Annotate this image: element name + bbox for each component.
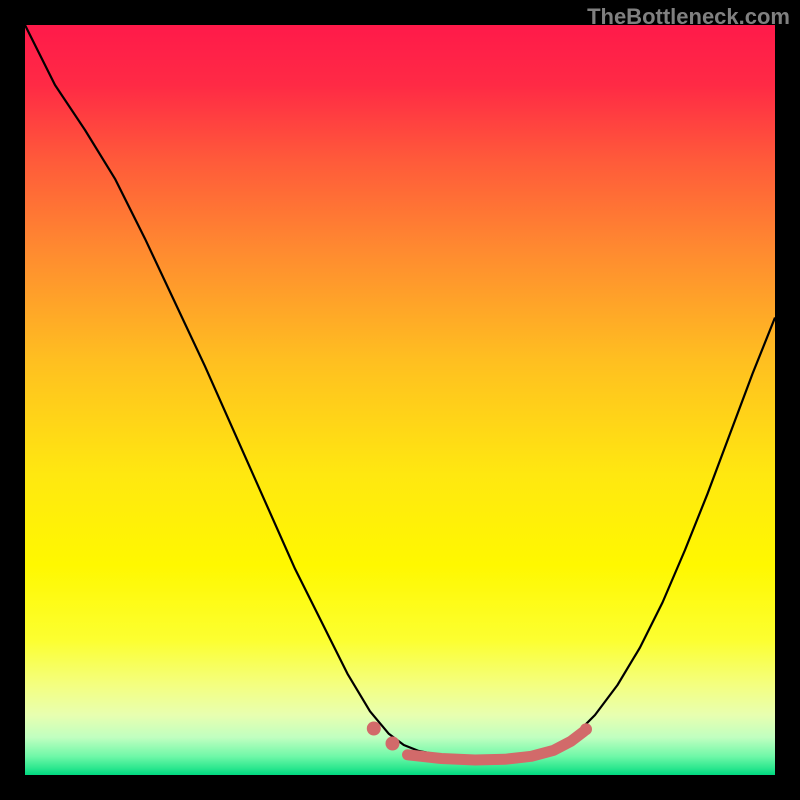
watermark-text: TheBottleneck.com bbox=[587, 4, 790, 30]
flat-zone-bar bbox=[408, 732, 584, 761]
flat-zone-dot bbox=[580, 723, 592, 735]
curve-layer bbox=[25, 25, 775, 775]
chart-frame: TheBottleneck.com bbox=[0, 0, 800, 800]
flat-zone-dot bbox=[386, 737, 400, 751]
plot-area bbox=[25, 25, 775, 775]
bottleneck-curve bbox=[25, 25, 775, 758]
flat-zone-dot bbox=[367, 722, 381, 736]
